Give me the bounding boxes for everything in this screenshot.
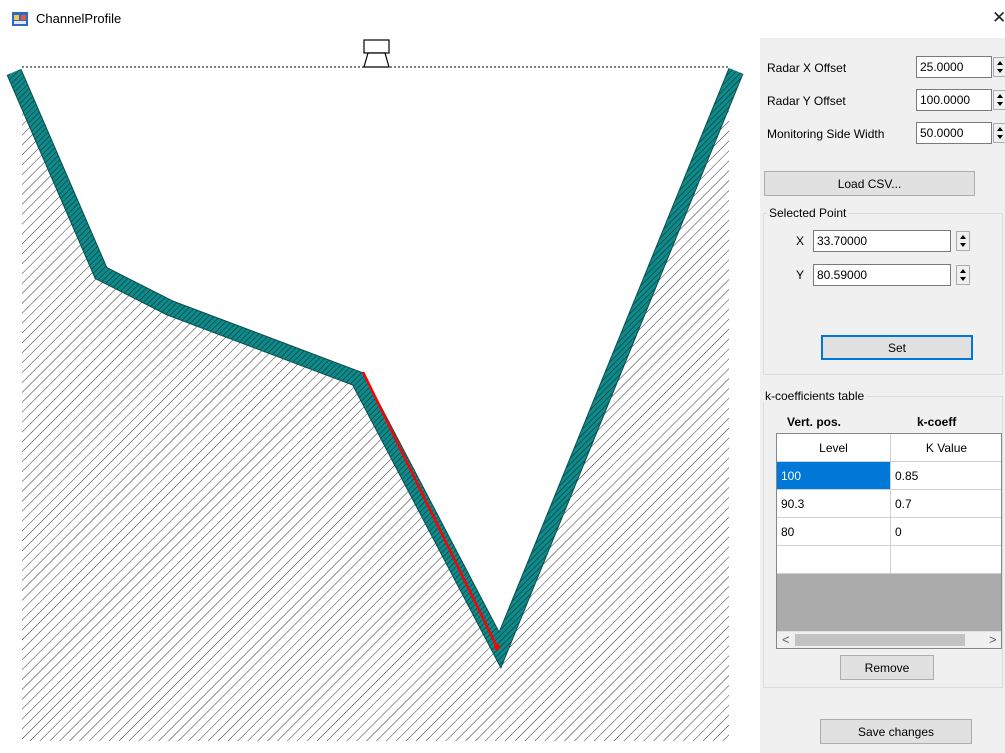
window-title: ChannelProfile: [36, 11, 122, 26]
vert-pos-label: Vert. pos.: [787, 415, 842, 429]
cell-level[interactable]: 100: [777, 462, 891, 490]
k-coefficients-title: k-coefficients table: [763, 389, 867, 403]
radar-sensor-icon: [363, 39, 390, 68]
cell-level[interactable]: 90.3: [777, 490, 891, 518]
selected-point-group: [763, 213, 1003, 375]
table-row[interactable]: 80 0: [777, 518, 1001, 546]
point-x-label: X: [796, 234, 805, 248]
selected-point[interactable]: [494, 644, 500, 650]
table-row[interactable]: 100 0.85: [777, 462, 1001, 490]
title-bar: ChannelProfile ✕: [0, 0, 1005, 38]
grid-header-row: Level K Value: [777, 434, 1001, 462]
radar-y-offset-label: Radar Y Offset: [767, 94, 846, 108]
cell-k-value[interactable]: 0.85: [891, 462, 1001, 490]
radar-y-offset-input[interactable]: 100.0000: [916, 89, 992, 111]
side-width-label: Monitoring Side Width: [767, 127, 885, 141]
radar-x-offset-label: Radar X Offset: [767, 61, 847, 75]
column-header-level[interactable]: Level: [777, 434, 891, 462]
k-coeff-label: k-coeff: [917, 415, 957, 429]
channel-profile-canvas[interactable]: [0, 38, 760, 753]
cell-k-value-empty[interactable]: [891, 546, 1001, 574]
selected-point-title: Selected Point: [767, 206, 849, 220]
cell-level-empty[interactable]: [777, 546, 891, 574]
point-y-input[interactable]: 80.59000: [813, 264, 951, 286]
cell-k-value[interactable]: 0.7: [891, 490, 1001, 518]
close-icon[interactable]: ✕: [992, 8, 1005, 27]
selected-segment[interactable]: [361, 371, 499, 648]
save-changes-button[interactable]: Save changes: [820, 719, 972, 744]
radar-y-offset-spinner[interactable]: [993, 90, 1005, 110]
point-y-spinner[interactable]: [956, 265, 970, 285]
scrollbar-thumb[interactable]: [795, 634, 965, 646]
point-y-label: Y: [796, 268, 805, 282]
chevron-left-icon[interactable]: <: [782, 632, 790, 647]
point-x-spinner[interactable]: [956, 231, 970, 251]
ground-hatch: [14, 71, 736, 741]
horizontal-scrollbar[interactable]: < >: [777, 631, 1001, 648]
load-csv-button[interactable]: Load CSV...: [764, 171, 975, 196]
point-x-input[interactable]: 33.70000: [813, 230, 951, 252]
cell-level[interactable]: 80: [777, 518, 891, 546]
cell-k-value[interactable]: 0: [891, 518, 1001, 546]
k-coefficients-group: [763, 396, 1003, 688]
app-icon: [12, 12, 28, 26]
side-width-input[interactable]: 50.0000: [916, 122, 992, 144]
radar-x-offset-input[interactable]: 25.0000: [916, 56, 992, 78]
k-coefficients-grid[interactable]: Level K Value 100 0.85 90.3 0.7 80 0 < >: [776, 433, 1002, 649]
settings-panel: Radar X Offset 25.0000 Radar Y Offset 10…: [760, 38, 1005, 753]
new-row[interactable]: [777, 546, 1001, 574]
set-button[interactable]: Set: [821, 335, 973, 360]
radar-x-offset-spinner[interactable]: [993, 57, 1005, 77]
table-row[interactable]: 90.3 0.7: [777, 490, 1001, 518]
channel-wall-fill: [7, 68, 743, 667]
column-header-k-value[interactable]: K Value: [891, 434, 1001, 462]
side-width-spinner[interactable]: [993, 123, 1005, 143]
chevron-right-icon[interactable]: >: [989, 632, 997, 647]
remove-button[interactable]: Remove: [840, 655, 934, 680]
